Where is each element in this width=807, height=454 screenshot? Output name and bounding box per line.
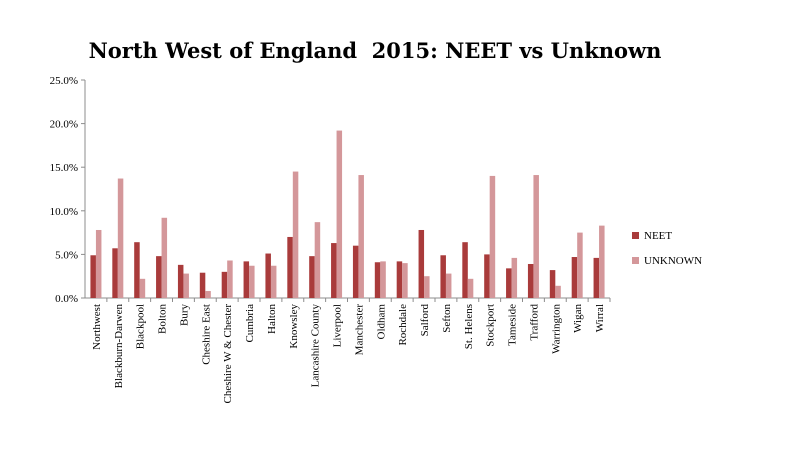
x-category-label: Wirral	[594, 304, 606, 332]
x-category-label: Liverpool	[332, 304, 344, 347]
bar-neet	[221, 271, 228, 298]
bar-unknown	[161, 217, 168, 298]
x-category-label: Cumbria	[244, 304, 256, 343]
bar-neet	[374, 262, 381, 298]
x-category-label: Salford	[419, 304, 431, 337]
legend: NEET UNKNOWN	[632, 230, 702, 267]
bar-unknown	[467, 278, 474, 298]
bar-unknown	[314, 222, 321, 298]
x-category-label: Northwest	[91, 304, 103, 350]
bar-unknown	[336, 130, 343, 298]
bar-unknown	[183, 273, 189, 298]
bar-unknown	[599, 225, 605, 298]
bar-unknown	[95, 229, 102, 298]
bar-neet	[199, 272, 206, 298]
bar-neet	[527, 263, 534, 298]
bar-neet	[506, 268, 512, 298]
bar-neet	[418, 229, 425, 298]
legend-label-neet: NEET	[644, 230, 672, 242]
bar-neet	[352, 245, 359, 298]
bar-unknown	[139, 278, 146, 298]
bar-neet	[177, 264, 184, 298]
x-category-label: Blackpool	[135, 304, 147, 349]
bar-neet	[287, 236, 293, 298]
chart-title: North West of England 2015: NEET vs Unkn…	[89, 38, 662, 63]
y-tick-label: 0.0%	[55, 293, 78, 305]
x-category-label: Rochdale	[397, 304, 409, 346]
x-category-label: Lancashire County	[310, 304, 322, 388]
bar-unknown	[205, 291, 211, 298]
bar-unknown	[424, 276, 430, 298]
x-category-label: Warrington	[550, 304, 562, 354]
bar-neet	[484, 254, 490, 298]
bar-unknown	[489, 175, 496, 298]
x-category-label: Sefton	[441, 304, 453, 333]
bar-neet	[549, 270, 556, 298]
x-category-label: Wigan	[572, 304, 584, 333]
bar-neet	[90, 255, 96, 298]
x-category-label: Tameside	[507, 304, 519, 346]
bar-unknown	[555, 285, 561, 298]
y-tick-label: 25.0%	[50, 75, 78, 87]
y-tick-label: 5.0%	[55, 249, 78, 261]
y-tick-label: 20.0%	[50, 119, 78, 131]
bar-unknown	[249, 265, 255, 298]
legend-label-unknown: UNKNOWN	[644, 255, 702, 267]
bar-neet	[396, 261, 403, 298]
bar-unknown	[227, 260, 233, 298]
bar-neet	[156, 256, 162, 298]
bar-neet	[440, 255, 446, 298]
x-category-label: Stockport	[485, 304, 497, 347]
x-category-label: Knowsley	[288, 304, 300, 349]
legend-swatch-neet	[632, 232, 639, 239]
x-category-label: Manchester	[353, 304, 365, 356]
bar-neet	[112, 248, 118, 298]
bar-unknown	[380, 261, 386, 298]
x-category-label: Cheshire W & Chester	[222, 304, 234, 404]
x-category-label: Cheshire East	[200, 304, 212, 365]
x-category-label: Oldham	[375, 304, 387, 340]
bar-neet	[571, 257, 578, 298]
bar-neet	[265, 253, 271, 298]
y-tick-label: 10.0%	[50, 206, 78, 218]
plot-area: 0.0% 5.0% 10.0% 15.0% 20.0% 25.0% Northwest Bla…	[50, 75, 611, 404]
x-category-label: Halton	[266, 304, 278, 334]
bar-unknown	[270, 265, 277, 298]
x-category-label: Bolton	[157, 304, 169, 334]
bar-neet	[593, 257, 600, 298]
bar-unknown	[292, 171, 299, 298]
bar-unknown	[445, 273, 452, 298]
bar-neet	[462, 242, 468, 298]
x-category-label: Blackburn-Darwen	[113, 304, 125, 389]
y-tick-label: 15.0%	[50, 162, 78, 174]
bar-unknown	[402, 263, 408, 298]
bar-neet	[243, 261, 250, 298]
bar-neet	[309, 256, 315, 298]
bar-unknown	[511, 257, 518, 298]
x-category-label: St. Helens	[463, 304, 475, 349]
bar-neet	[331, 243, 337, 298]
bar-unknown	[577, 232, 583, 298]
legend-swatch-unknown	[632, 257, 639, 264]
bar-unknown	[358, 175, 364, 298]
bar-neet	[134, 242, 140, 298]
bar-unknown	[117, 178, 124, 298]
x-category-label: Bury	[178, 304, 190, 327]
x-category-label: Trafford	[528, 304, 540, 341]
bar-unknown	[533, 175, 539, 298]
